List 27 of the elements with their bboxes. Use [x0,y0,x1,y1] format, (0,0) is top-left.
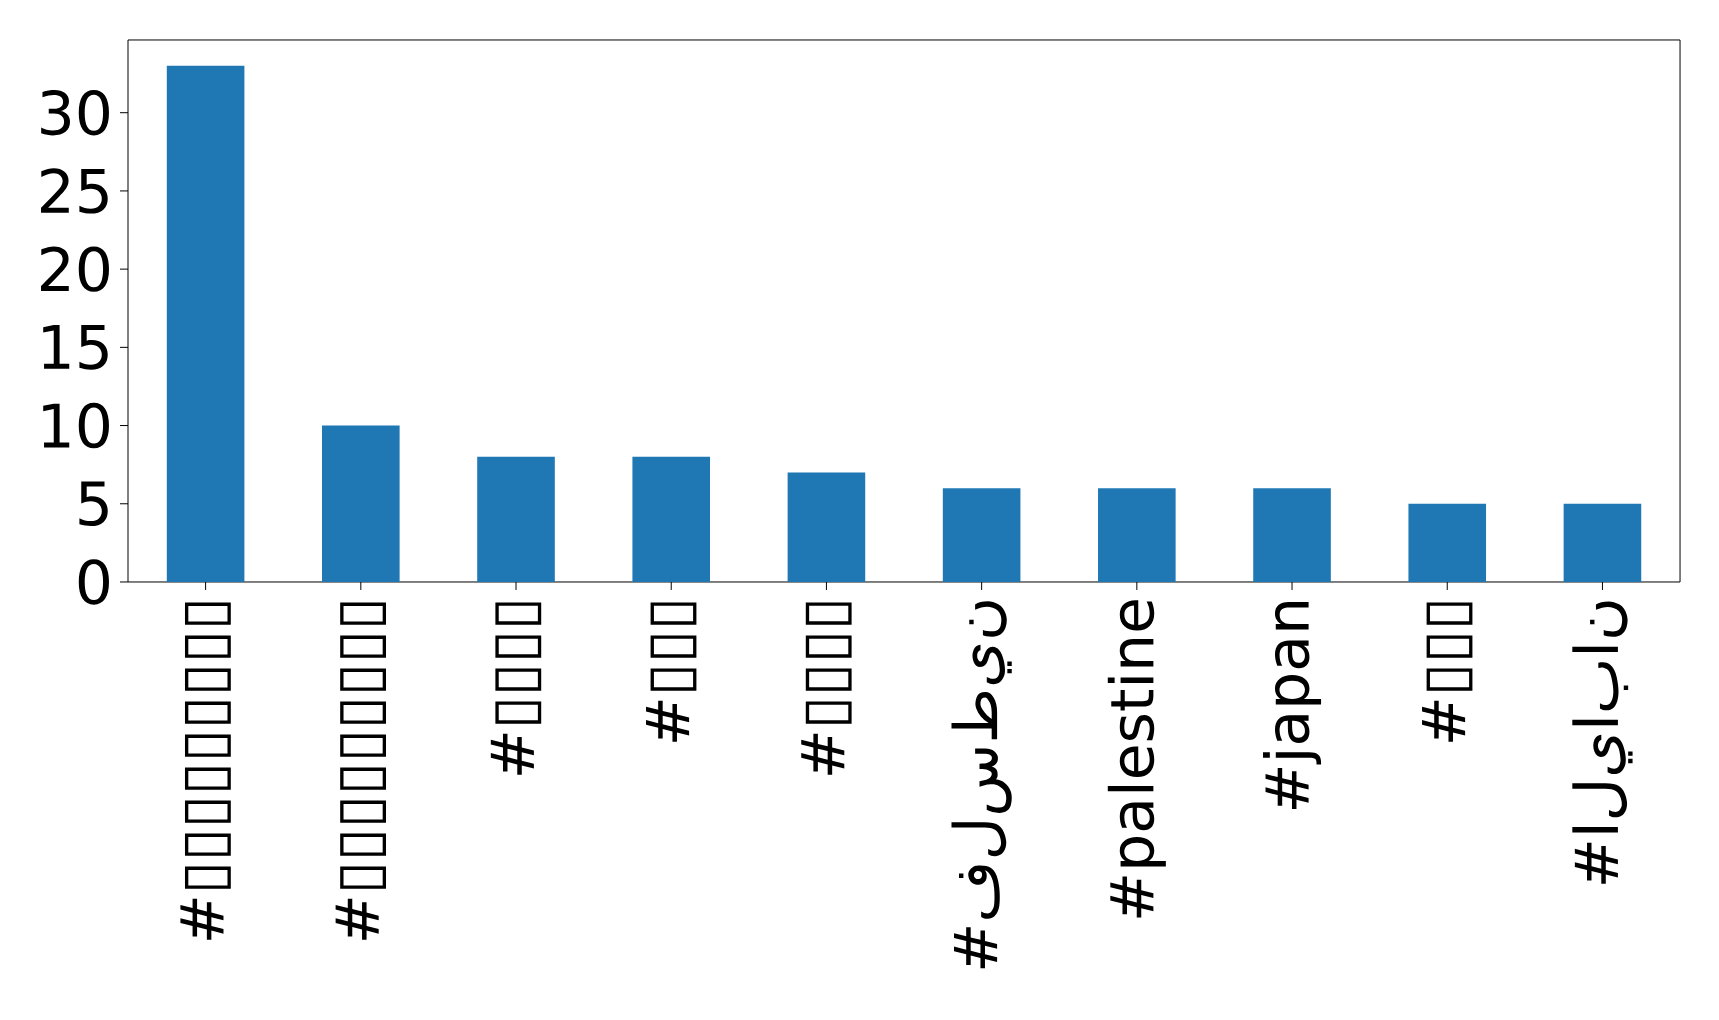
bar [787,472,866,582]
x-tick-label: #palestine [1107,600,1166,918]
bar [477,456,555,582]
y-tick-label: 0 [78,559,109,605]
y-tick-label: 20 [41,246,109,292]
y-tick-label: 25 [41,168,108,214]
x-tick-label: #▯▯▯▯▯▯▯▯▯ [180,602,231,940]
bar [1253,488,1331,582]
y-tick-label: 30 [41,90,109,136]
y-tick-label: 10 [43,402,109,449]
x-tick-label: #▯▯▯ [646,602,697,742]
x-tick-label: #▯▯▯▯ [490,602,542,775]
y-tick-label: 5 [79,481,108,527]
x-tick-label: #▯▯▯▯ [801,602,852,775]
bar [1408,503,1487,582]
x-tick-label: #japan [1263,602,1322,809]
bar [632,456,711,582]
x-tick-label: #▯▯▯▯▯▯▯▯▯ [335,602,386,940]
bar [1563,503,1642,582]
bar [322,425,400,582]
y-tick-label: 15 [43,325,108,370]
x-tick-label: #فلسطين [951,601,1012,969]
bar [1098,488,1176,582]
x-tick-label: #اليابان [1572,601,1633,884]
x-tick-label: #▯▯▯ [1422,602,1473,742]
bar [166,65,245,582]
bar [942,488,1021,582]
